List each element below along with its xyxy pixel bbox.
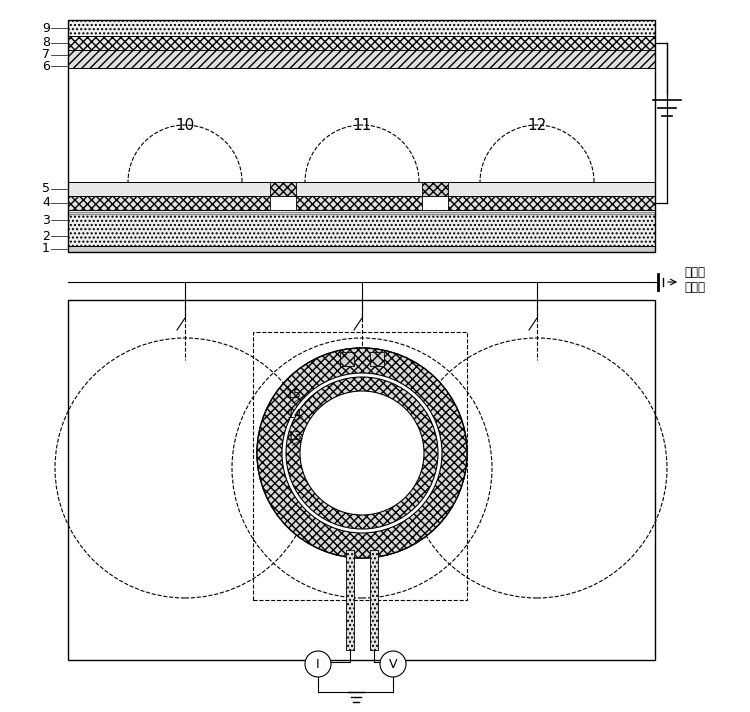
Text: 2: 2	[42, 229, 50, 243]
Text: 6: 6	[42, 60, 50, 73]
Bar	[68, 50, 655, 68]
Bar	[346, 550, 354, 650]
Bar	[68, 68, 655, 182]
Text: 7: 7	[42, 48, 50, 61]
Bar	[68, 246, 655, 252]
Text: 15: 15	[286, 389, 302, 402]
Text: 连接至
上电极: 连接至 上电极	[684, 266, 705, 294]
Bar	[422, 196, 448, 210]
Circle shape	[380, 651, 406, 677]
Bar	[270, 196, 296, 210]
Circle shape	[286, 377, 438, 529]
Text: 10: 10	[176, 117, 195, 132]
Bar	[68, 214, 655, 246]
Text: 12: 12	[527, 117, 547, 132]
Bar	[270, 182, 296, 196]
Circle shape	[257, 348, 467, 558]
Text: I: I	[316, 657, 320, 671]
Bar	[422, 182, 448, 196]
Bar	[370, 352, 384, 366]
Text: 8: 8	[42, 36, 50, 50]
Bar	[68, 196, 655, 210]
Circle shape	[300, 391, 424, 515]
Text: 13: 13	[286, 431, 302, 444]
Bar	[68, 36, 655, 50]
Bar	[68, 300, 655, 660]
Circle shape	[257, 348, 467, 558]
Circle shape	[305, 651, 331, 677]
Bar	[68, 20, 655, 36]
Text: V: V	[388, 657, 398, 671]
Bar	[68, 182, 655, 196]
Text: 5: 5	[42, 182, 50, 196]
Text: 9: 9	[42, 21, 50, 34]
Bar	[253, 332, 467, 600]
Text: 11: 11	[352, 117, 372, 132]
Text: 1: 1	[42, 243, 50, 256]
Bar	[340, 352, 354, 366]
Text: 3: 3	[42, 214, 50, 226]
Bar	[370, 550, 378, 650]
Text: 14: 14	[286, 409, 302, 422]
Bar	[68, 20, 655, 252]
Circle shape	[282, 373, 442, 533]
Text: 4: 4	[42, 197, 50, 209]
